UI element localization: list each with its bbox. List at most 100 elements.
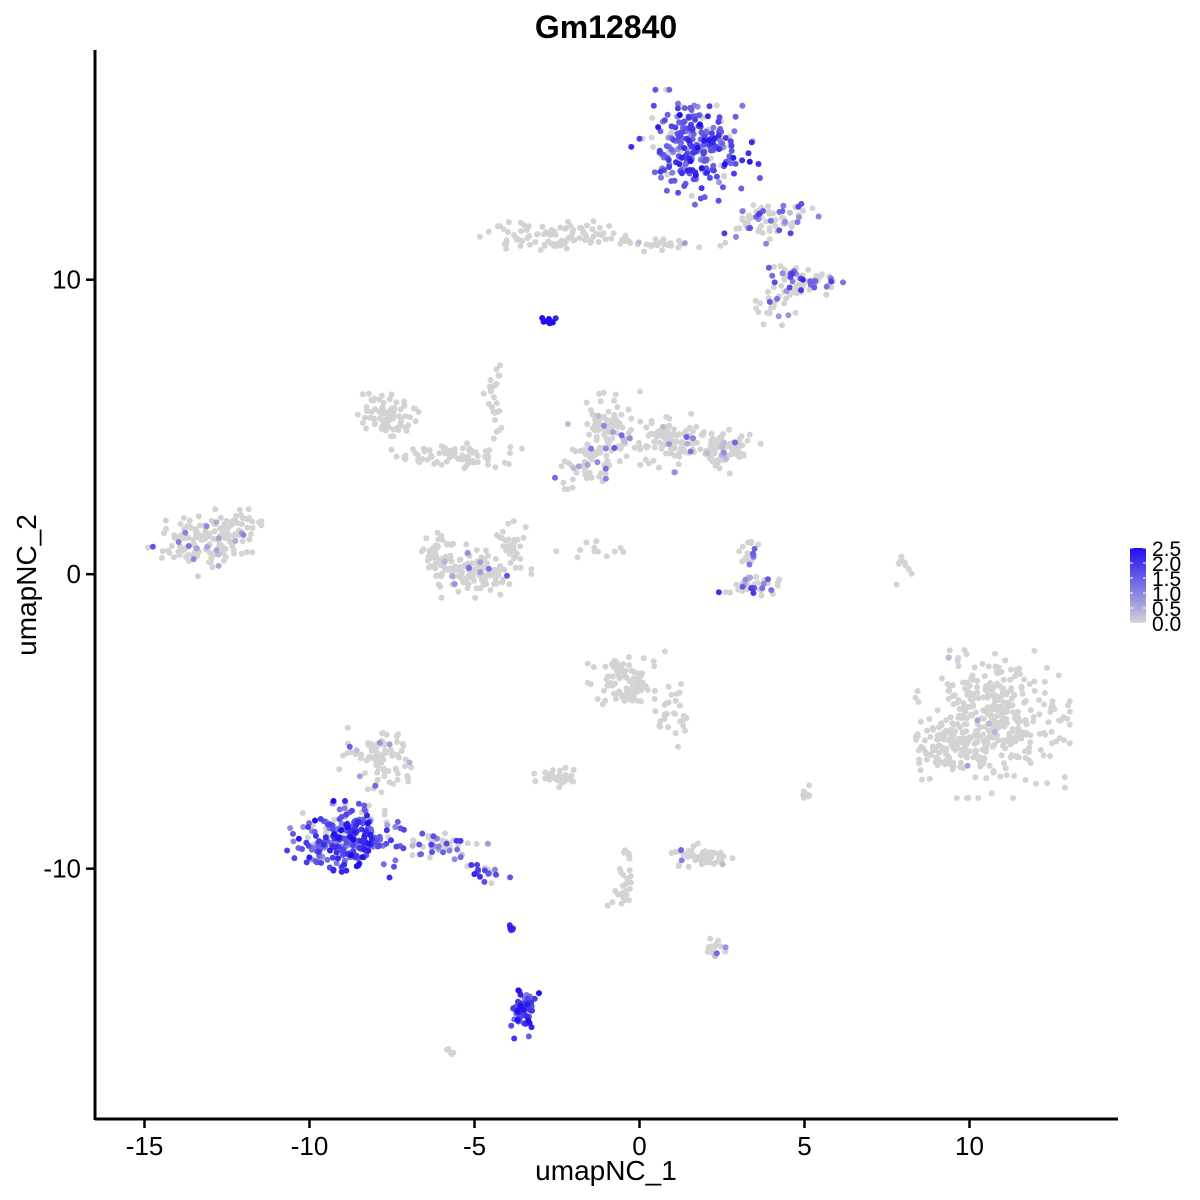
cell-point [406,759,413,766]
cell-point [505,219,512,226]
cell-point [315,848,322,855]
cell-point [476,233,483,240]
cell-point [443,1046,450,1053]
cell-point [960,700,967,706]
cell-point [159,548,166,555]
cell-point [1002,657,1009,664]
cell-point [162,517,169,524]
cell-point [759,229,766,236]
cell-point [333,860,340,867]
cell-point [1041,690,1048,696]
cell-point [382,750,389,756]
cell-point [722,944,729,951]
cell-point [711,135,718,142]
cell-point [666,441,672,447]
cell-point [568,233,574,240]
cell-point [990,683,997,690]
cell-point [432,565,439,572]
cell-point [980,715,987,722]
cell-point [818,271,825,278]
cell-point [312,817,318,824]
cell-point [374,777,381,783]
cell-point [343,839,350,846]
cell-point [617,544,624,551]
cell-point [721,173,728,180]
cell-point [592,427,599,434]
cell-point [723,456,730,462]
cell-point [698,165,705,172]
cell-point [605,408,612,415]
cell-point [593,538,600,545]
cell-point [584,660,591,667]
cell-point [751,545,758,552]
cell-point [1018,685,1025,692]
cell-point [1055,672,1062,679]
cell-point [317,816,324,822]
cell-point [387,433,394,440]
cell-point [583,539,590,546]
cell-point [393,733,400,740]
cell-point [676,161,683,167]
cell-point [498,424,505,431]
cell-point [681,183,688,189]
cell-point [676,112,683,118]
cell-point [637,678,644,685]
cell-point [1007,687,1014,694]
cell-point [618,869,624,876]
cell-point [986,734,993,741]
cell-point [626,867,633,874]
cell-point [902,562,909,569]
cell-point [614,423,621,430]
cell-point [939,730,946,737]
cell-point [1008,752,1015,758]
cell-point [331,831,337,838]
colorbar-label: 2.5 [1152,538,1181,561]
cell-point [460,579,467,586]
cell-point [511,547,518,554]
cell-point [1045,719,1052,726]
cell-point [365,739,372,746]
cell-point [537,247,544,254]
cell-point [688,410,695,417]
cell-point [472,594,479,601]
cell-point [1016,665,1023,672]
cell-point [781,300,788,307]
cell-point [678,857,685,864]
cell-point [697,446,704,453]
cell-point [492,576,499,583]
cell-point [501,459,508,466]
cell-point [372,782,379,789]
cell-point [676,702,683,709]
cell-point [207,558,214,565]
cell-point [706,137,713,144]
cell-point [626,886,633,892]
cell-point [977,763,984,770]
cell-point [381,768,388,775]
cell-point [717,943,724,950]
cell-point [442,565,448,572]
cell-point [995,737,1002,744]
cell-point [766,210,773,217]
cell-point [708,130,715,137]
cell-point [561,778,568,785]
cell-point [158,554,165,561]
cell-point [658,174,664,181]
cell-point [690,435,696,442]
cell-point [435,536,442,543]
cell-point [364,820,371,827]
cell-point [440,849,447,856]
cell-point [974,684,980,691]
cell-point [941,734,948,741]
cell-point [394,776,401,783]
cell-point [619,424,626,431]
cell-point [316,838,323,845]
cell-point [681,105,688,112]
cell-point [599,701,606,708]
cell-point [340,752,346,759]
cell-point [693,423,700,430]
cell-point [1022,776,1029,783]
cell-point [739,215,746,222]
cell-point [469,457,476,464]
cell-point [496,567,503,574]
cell-point [971,664,978,671]
